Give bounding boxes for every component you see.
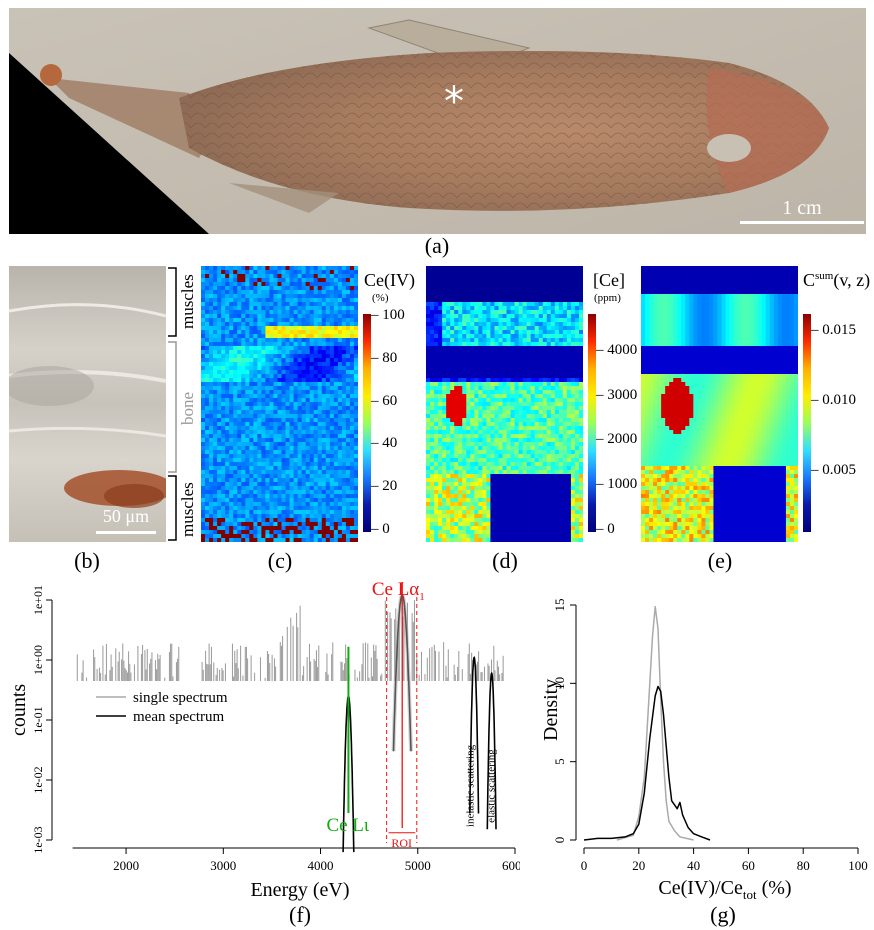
mean-spectrum-peak-3	[486, 671, 497, 830]
ce-conc-unit: (ppm)	[594, 292, 621, 304]
ce-ll-label: Ce Lι	[326, 815, 369, 836]
panel-label-c: (c)	[267, 548, 293, 573]
spectrum-x-tick-2: 4000	[308, 858, 334, 873]
csum-map	[641, 266, 798, 542]
density-ylabel: Density	[540, 678, 562, 742]
mean-spectrum-peak-2	[469, 655, 480, 814]
csum-colorbar-ticks: – 0.015 – 0.010 – 0.005	[811, 314, 871, 532]
density-y-tick-2: 10	[552, 677, 567, 690]
ce-conc-colorbar	[588, 314, 596, 532]
density-x-tick-1: 20	[632, 858, 645, 873]
ceiv-colorbar	[363, 314, 371, 532]
layer-label-bone: bone	[178, 391, 197, 425]
spectrum-y-tick-4: 1e+01	[31, 585, 45, 615]
ceiv-colorbar-ticks: – 100 – 80 – 60 – 40 – 20 – 0	[371, 307, 411, 537]
fossil-photo	[9, 8, 866, 234]
section-photo	[9, 266, 166, 542]
spectrum-chart: 2000 3000 4000 5000 6000 1e-03 1e-02 1e-01 1e+00…	[31, 579, 520, 873]
density-x-tick-4: 80	[797, 858, 810, 873]
inelastic-label: inelastic scattering	[465, 744, 477, 827]
roi-label: ROI	[391, 836, 412, 850]
csum-title: Csum(v, z)	[803, 270, 870, 291]
ceiv-tick-2: – 60	[371, 392, 398, 409]
density-x-tick-5: 100	[848, 858, 868, 873]
ceiv-title: Ce(IV)	[364, 270, 415, 290]
layer-brackets	[168, 267, 177, 541]
density-chart: 0 20 40 60 80 100 0 5 10 15	[552, 599, 868, 874]
density-x-tick-2: 40	[687, 858, 700, 873]
spectrum-x-tick-1: 3000	[210, 858, 236, 873]
density-xlabel: Ce(IV)/Cetot (%)	[600, 877, 850, 903]
ceiv-tick-1: – 80	[371, 349, 398, 366]
csum-title-args: (v, z)	[833, 270, 871, 290]
density-y-tick-0: 0	[552, 837, 567, 844]
legend-single-label: single spectrum	[133, 690, 228, 706]
panel-label-f: (f)	[289, 902, 311, 927]
ce-la1-label: Ce Lα1	[372, 579, 425, 603]
csum-title-sup: sum	[815, 270, 834, 282]
ceiv-tick-0: – 100	[371, 307, 405, 324]
density-series-1	[583, 685, 711, 841]
ceiv-map	[201, 266, 358, 542]
panel-label-a: (a)	[424, 233, 450, 258]
ce-concentration-map	[426, 266, 583, 542]
ce-conc-tick-0: – 4000	[596, 342, 638, 359]
single-spectrum-series	[76, 600, 504, 681]
ceiv-tick-4: – 20	[371, 478, 398, 495]
csum-tick-2: – 0.005	[811, 461, 856, 478]
elastic-label: elastic scattering	[486, 749, 498, 823]
layer-label-muscles-top: muscles	[178, 274, 197, 330]
density-x-tick-3: 60	[742, 858, 755, 873]
density-x-tick-0: 0	[581, 858, 588, 873]
spectrum-x-tick-4: 6000	[502, 858, 520, 873]
ce-conc-colorbar-ticks: – 4000 – 3000 – 2000 – 1000 – 0	[596, 314, 641, 537]
spectrum-ylabel: counts	[8, 683, 30, 737]
density-y-tick-1: 5	[552, 758, 567, 765]
ce-conc-tick-3: – 1000	[596, 476, 638, 493]
spectrum-xlabel: Energy (eV)	[250, 879, 350, 901]
density-series-0	[616, 605, 694, 841]
spectrum-y-tick-1: 1e-02	[31, 766, 45, 793]
panel-label-e: (e)	[707, 548, 733, 573]
spectrum-y-tick-3: 1e+00	[31, 645, 45, 675]
density-xlabel-main: Ce(IV)/Ce	[658, 877, 743, 899]
asterisk-marker: *	[444, 79, 464, 125]
spectrum-x-tick-3: 5000	[405, 858, 431, 873]
scale-bar-50um	[96, 531, 156, 534]
csum-tick-1: – 0.010	[811, 392, 856, 409]
ce-la1-subscript: 1	[419, 591, 425, 603]
spectrum-x-tick-0: 2000	[113, 858, 139, 873]
legend-mean-label: mean spectrum	[133, 709, 225, 725]
scale-label-1cm: 1 cm	[782, 197, 822, 219]
panel-label-d: (d)	[492, 548, 518, 573]
panel-label-b: (b)	[74, 548, 100, 573]
ceiv-tick-3: – 40	[371, 435, 398, 452]
layer-label-muscles-bottom: muscles	[178, 482, 197, 538]
ceiv-tick-5: – 0	[371, 520, 390, 537]
density-y-tick-3: 15	[552, 599, 567, 612]
csum-colorbar	[803, 314, 811, 532]
ce-conc-tick-2: – 2000	[596, 431, 638, 448]
density-xlabel-unit: (%)	[756, 877, 792, 899]
ce-conc-title: [Ce]	[593, 270, 625, 290]
scale-bar-1cm	[740, 221, 864, 224]
panel-label-g: (g)	[710, 902, 736, 927]
ceiv-unit: (%)	[372, 292, 389, 304]
scale-label-50um: 50 μm	[102, 506, 150, 526]
ce-conc-tick-1: – 3000	[596, 386, 638, 403]
spectrum-y-tick-2: 1e-01	[31, 706, 45, 733]
csum-title-main: C	[803, 270, 816, 290]
csum-tick-0: – 0.015	[811, 322, 856, 339]
ce-conc-tick-4: – 0	[596, 520, 615, 537]
density-xlabel-sub: tot	[742, 887, 757, 902]
spectrum-y-tick-0: 1e-03	[31, 826, 45, 853]
